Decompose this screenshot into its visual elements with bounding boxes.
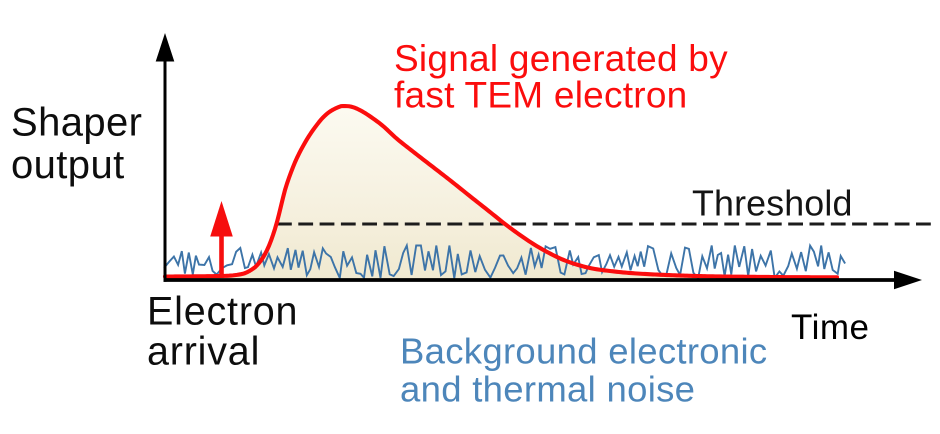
svg-text:Shaper: Shaper [11,101,142,145]
svg-text:arrival: arrival [147,330,260,374]
svg-text:Signal generated by: Signal generated by [394,38,728,79]
svg-text:output: output [11,143,125,187]
svg-text:Electron: Electron [147,290,298,334]
svg-text:Background electronic: Background electronic [400,331,767,372]
svg-text:Threshold: Threshold [692,184,853,224]
svg-text:and thermal noise: and thermal noise [400,369,695,410]
svg-text:Time: Time [791,308,869,347]
svg-text:fast TEM electron: fast TEM electron [394,75,688,116]
